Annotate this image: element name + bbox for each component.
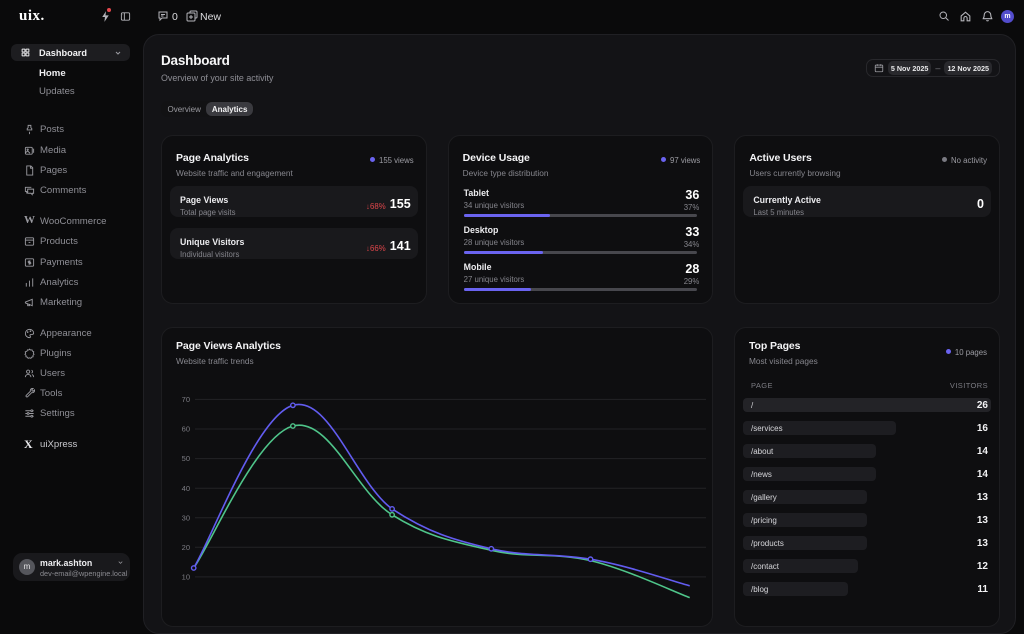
svg-text:20: 20 — [182, 543, 190, 552]
svg-text:30: 30 — [182, 513, 190, 522]
svg-text:60: 60 — [182, 425, 190, 434]
svg-text:70: 70 — [182, 395, 190, 404]
svg-text:50: 50 — [182, 454, 190, 463]
svg-text:10: 10 — [182, 573, 190, 582]
svg-text:40: 40 — [182, 484, 190, 493]
